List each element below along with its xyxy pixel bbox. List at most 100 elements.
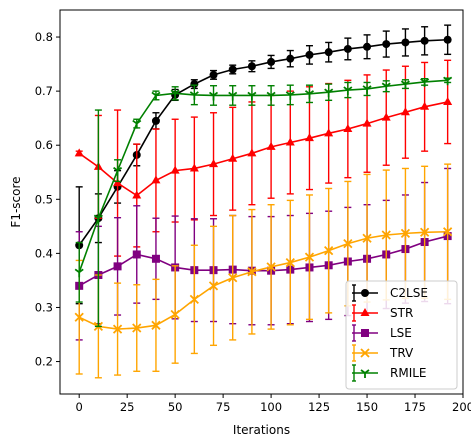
data-point-str bbox=[228, 153, 238, 162]
data-point-trv bbox=[324, 246, 334, 256]
data-point-rmile bbox=[400, 80, 410, 90]
series-line-trv bbox=[78, 230, 448, 330]
data-point-str bbox=[362, 118, 372, 127]
data-point-c2lse bbox=[209, 70, 218, 79]
y-tick-label: 0.3 bbox=[35, 300, 53, 314]
data-point-c2lse bbox=[443, 35, 452, 44]
data-point-rmile bbox=[266, 91, 276, 101]
x-tick-label: 75 bbox=[216, 400, 231, 414]
legend-label-rmile: RMILE bbox=[390, 366, 427, 380]
y-tick-label: 0.7 bbox=[35, 84, 53, 98]
legend-entry-trv: TRV bbox=[352, 344, 414, 362]
data-point-str bbox=[343, 123, 353, 132]
data-point-lse bbox=[132, 250, 141, 259]
data-point-rmile bbox=[304, 90, 315, 99]
data-point-c2lse bbox=[401, 38, 410, 47]
data-point-trv bbox=[189, 294, 199, 304]
series-layer bbox=[74, 24, 453, 379]
x-tick-label: 50 bbox=[168, 400, 183, 414]
data-point-rmile bbox=[362, 85, 372, 94]
data-point-lse bbox=[151, 254, 160, 263]
legend-label-c2lse: C2LSE bbox=[390, 286, 428, 300]
y-tick-label: 0.2 bbox=[35, 355, 53, 369]
x-tick-label: 100 bbox=[260, 400, 282, 414]
data-point-trv bbox=[228, 273, 238, 283]
data-point-c2lse bbox=[382, 40, 391, 49]
legend-marker-str bbox=[360, 308, 370, 316]
data-point-trv bbox=[443, 227, 453, 237]
x-tick-label: 125 bbox=[308, 400, 330, 414]
legend-marker-trv bbox=[360, 348, 370, 358]
data-point-rmile bbox=[151, 91, 161, 101]
data-point-str bbox=[189, 163, 199, 172]
data-point-trv bbox=[151, 320, 161, 330]
data-point-c2lse bbox=[420, 36, 429, 45]
data-point-str bbox=[304, 133, 314, 142]
data-point-c2lse bbox=[343, 44, 352, 53]
data-point-c2lse bbox=[151, 116, 160, 125]
x-tick-label: 25 bbox=[120, 400, 135, 414]
series-line-rmile bbox=[78, 79, 448, 273]
series-rmile bbox=[74, 76, 453, 328]
data-point-trv bbox=[285, 257, 295, 268]
data-point-rmile bbox=[132, 119, 142, 129]
data-point-rmile bbox=[170, 89, 180, 99]
data-point-str bbox=[381, 112, 391, 121]
data-point-rmile bbox=[324, 88, 334, 98]
y-axis-label: F1-score bbox=[9, 176, 23, 227]
legend-box bbox=[345, 280, 458, 390]
data-point-rmile bbox=[113, 166, 123, 176]
data-point-trv bbox=[343, 239, 353, 249]
data-point-rmile bbox=[228, 91, 238, 101]
data-point-rmile bbox=[285, 91, 295, 100]
data-point-str bbox=[324, 128, 334, 137]
data-point-c2lse bbox=[305, 50, 314, 59]
x-tick-label: 0 bbox=[76, 400, 83, 414]
x-tick-label: 175 bbox=[404, 400, 426, 414]
legend-marker-lse bbox=[361, 329, 369, 337]
y-tick-label: 0.8 bbox=[35, 30, 53, 44]
data-point-str bbox=[420, 101, 430, 110]
data-point-c2lse bbox=[247, 62, 256, 71]
data-point-trv bbox=[266, 262, 276, 272]
data-point-rmile bbox=[93, 214, 103, 224]
data-point-rmile bbox=[189, 91, 199, 100]
x-tick-label: 150 bbox=[356, 400, 378, 414]
data-point-c2lse bbox=[228, 65, 237, 74]
data-point-str bbox=[209, 159, 219, 168]
data-point-trv bbox=[247, 267, 257, 277]
data-point-rmile bbox=[247, 91, 257, 101]
data-point-trv bbox=[304, 252, 315, 262]
y-tick-label: 0.5 bbox=[35, 192, 53, 206]
data-point-c2lse bbox=[190, 80, 199, 89]
data-point-str bbox=[266, 141, 276, 150]
data-point-str bbox=[170, 165, 180, 174]
data-point-trv bbox=[362, 233, 372, 243]
data-point-trv bbox=[419, 227, 430, 237]
data-point-str bbox=[151, 175, 161, 184]
ticks-layer: 0 25 50 75 100 125 150 175 200 0.2 0.3 0.4 0.5 0.6 0.7… bbox=[35, 30, 471, 414]
data-point-rmile bbox=[443, 76, 453, 86]
data-point-trv bbox=[170, 309, 180, 320]
legend-marker-c2lse bbox=[361, 289, 369, 297]
data-point-str bbox=[400, 107, 410, 116]
data-point-c2lse bbox=[363, 42, 372, 51]
data-point-rmile bbox=[343, 86, 353, 96]
legend-entry-c2lse: C2LSE bbox=[352, 284, 428, 302]
data-point-str bbox=[247, 148, 257, 157]
legend-entry-str: STR bbox=[352, 304, 413, 322]
data-point-c2lse bbox=[286, 54, 295, 63]
data-point-rmile bbox=[381, 82, 391, 92]
legend-entry-rmile: RMILE bbox=[352, 364, 427, 382]
data-point-c2lse bbox=[267, 57, 276, 66]
data-point-rmile bbox=[208, 91, 219, 101]
data-point-trv bbox=[74, 312, 84, 322]
data-point-trv bbox=[112, 324, 123, 334]
y-tick-label: 0.4 bbox=[35, 246, 53, 260]
legend-entry-lse: LSE bbox=[352, 324, 412, 342]
data-point-c2lse bbox=[324, 48, 333, 57]
legend-label-str: STR bbox=[390, 306, 413, 320]
data-point-str bbox=[132, 190, 142, 199]
data-point-str bbox=[285, 137, 295, 146]
data-point-rmile bbox=[420, 78, 430, 87]
